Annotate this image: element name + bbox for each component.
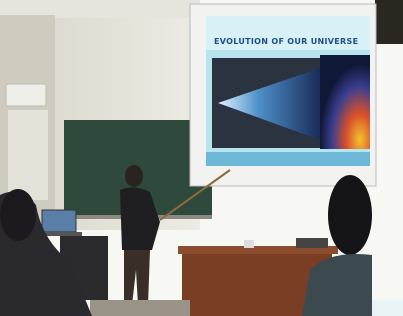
photo: EVOLUTION OF OUR UNIVERSE — [0, 0, 403, 316]
door — [8, 110, 48, 200]
audience-right-head — [328, 175, 372, 255]
air-conditioner — [6, 84, 46, 106]
audience-left-head — [0, 189, 36, 241]
dark-corner — [375, 0, 403, 44]
floor — [90, 300, 190, 316]
corner-light — [372, 300, 403, 316]
laptop-screen — [42, 210, 76, 232]
presenter-head — [125, 165, 143, 187]
slide-title: EVOLUTION OF OUR UNIVERSE — [214, 37, 358, 46]
object-on-desk — [296, 238, 328, 248]
slide-footer — [206, 152, 370, 166]
page: EVOLUTION OF OUR UNIVERSE (() => { const… — [0, 0, 403, 316]
cup — [244, 240, 254, 248]
slide-image-right — [320, 55, 370, 149]
